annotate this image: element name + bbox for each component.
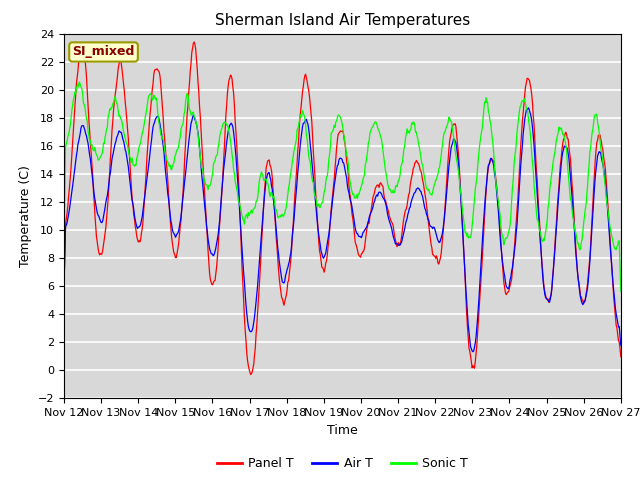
Sonic T: [411, 124, 419, 130]
Sonic T: [428, 192, 435, 197]
Sonic T: [70, 94, 78, 100]
X-axis label: Time: Time: [327, 424, 358, 437]
Air T: [127, 192, 135, 197]
Panel T: [127, 183, 135, 189]
Air T: [426, 223, 434, 229]
Sonic T: [76, 79, 83, 85]
Air T: [525, 105, 532, 111]
Title: Sherman Island Air Temperatures: Sherman Island Air Temperatures: [215, 13, 470, 28]
Line: Air T: Air T: [64, 108, 621, 352]
Air T: [410, 191, 418, 196]
Legend: Panel T, Air T, Sonic T: Panel T, Air T, Sonic T: [212, 452, 473, 475]
Air T: [60, 282, 68, 288]
Air T: [184, 146, 192, 152]
Text: SI_mixed: SI_mixed: [72, 46, 135, 59]
Panel T: [190, 39, 198, 45]
Sonic T: [128, 155, 136, 161]
Panel T: [412, 160, 419, 166]
Panel T: [184, 103, 192, 109]
Air T: [214, 237, 221, 242]
Sonic T: [185, 99, 193, 105]
Air T: [70, 172, 78, 178]
Panel T: [214, 245, 222, 251]
Sonic T: [214, 145, 222, 151]
Panel T: [428, 245, 436, 251]
Panel T: [617, 354, 625, 360]
Y-axis label: Temperature (C): Temperature (C): [19, 165, 32, 267]
Panel T: [60, 283, 68, 288]
Sonic T: [617, 288, 625, 294]
Air T: [617, 342, 625, 348]
Panel T: [247, 372, 255, 377]
Sonic T: [60, 235, 68, 241]
Line: Sonic T: Sonic T: [64, 82, 621, 291]
Panel T: [70, 116, 78, 121]
Line: Panel T: Panel T: [64, 42, 621, 374]
Air T: [469, 349, 477, 355]
